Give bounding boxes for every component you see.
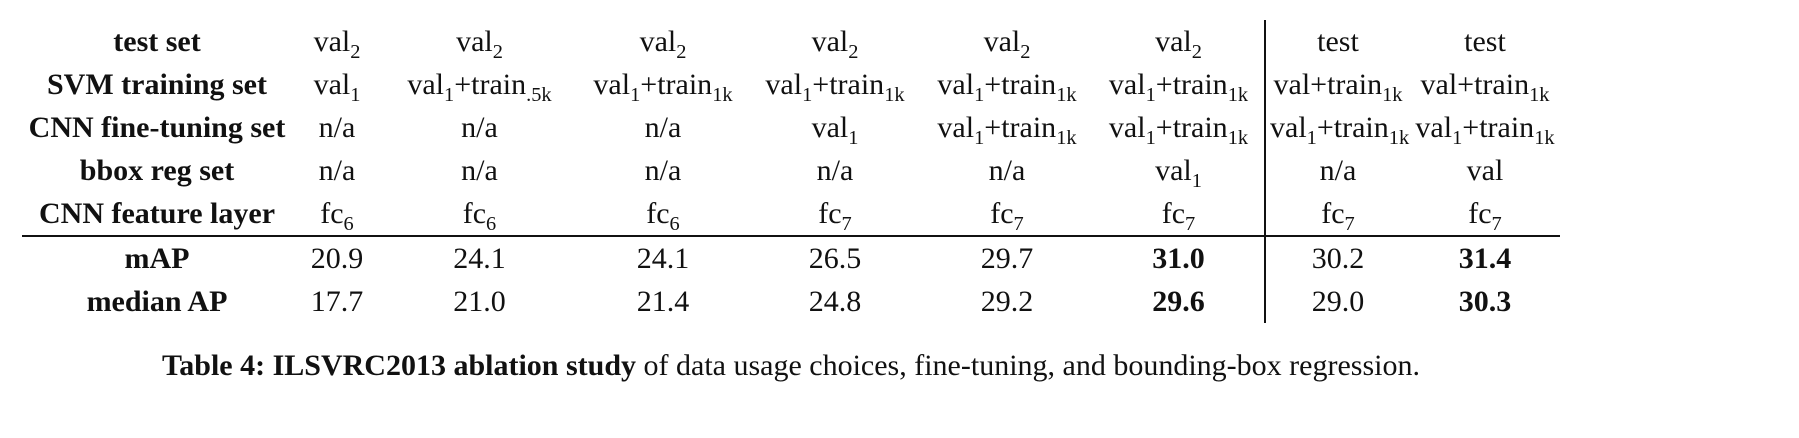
table-cell: val1+train.5k (407, 67, 552, 106)
table-cell: val1 (1155, 153, 1202, 192)
table-cell: fc7 (1264, 192, 1410, 237)
ablation-table-body: test set val2 val2 val2 val2 val2 val2 test test… (22, 20, 1560, 323)
table-cell: 21.0 (453, 284, 506, 318)
table-cell: 31.0 (1152, 241, 1205, 275)
table-cell: n/a (318, 153, 356, 187)
table-cell: n/a (461, 153, 498, 187)
table-cell: val1+train1k (1264, 106, 1410, 149)
table-cell: fc7 (921, 192, 1093, 237)
table-row: CNN feature layer fc6 fc6 fc6 fc7 fc7 fc7 fc7 fc… (22, 192, 1560, 237)
table-cell: val1 (811, 110, 859, 149)
row-label: SVM training set (47, 67, 267, 101)
table-cell: fc6 (292, 192, 382, 237)
caption-text: of data usage choices, fine-tuning, and … (636, 349, 1420, 382)
row-label: bbox reg set (79, 153, 235, 187)
ablation-table: test set val2 val2 val2 val2 val2 val2 test test… (22, 20, 1560, 323)
table-row: test set val2 val2 val2 val2 val2 val2 test test (22, 20, 1560, 63)
table-cell: val2 (456, 24, 503, 63)
table-cell: 26.5 (808, 241, 862, 275)
table-cell: val2 (639, 24, 687, 63)
table-cell: 30.2 (1264, 236, 1410, 280)
table-cell: n/a (644, 153, 682, 187)
table-cell: val2 (983, 24, 1031, 63)
table-cell: n/a (318, 110, 356, 144)
table-cell: 17.7 (310, 284, 364, 318)
table-caption: Table 4: ILSVRC2013 ablation study of da… (22, 349, 1560, 383)
table-cell: n/a (461, 110, 498, 144)
row-label: CNN feature layer (22, 192, 292, 237)
table-cell: val+train1k (1420, 67, 1550, 106)
table-row: CNN fine-tuning set n/a n/a n/a val1 val1+tra… (22, 106, 1560, 149)
table-cell: val1+train1k (1108, 67, 1249, 106)
table-cell: fc7 (749, 192, 921, 237)
table-cell: 29.2 (980, 284, 1034, 318)
table-cell: 21.4 (636, 284, 690, 318)
table-row: SVM training set val1 val1+train.5k val1+tr… (22, 63, 1560, 106)
table-row: bbox reg set n/a n/a n/a n/a n/a val1 n/a val (22, 149, 1560, 192)
table-cell: val2 (313, 24, 361, 63)
table-cell: fc7 (1410, 192, 1560, 237)
table-cell: test (1464, 24, 1506, 58)
table-cell: test (1264, 20, 1410, 63)
row-label: median AP (86, 284, 228, 318)
table-cell: n/a (988, 153, 1026, 187)
table-cell: val1+train1k (937, 110, 1077, 149)
table-cell: fc6 (382, 192, 577, 237)
table-cell: val2 (1155, 24, 1202, 63)
caption-title: Table 4: ILSVRC2013 ablation study (162, 349, 637, 382)
table-cell: val1 (313, 67, 361, 106)
table-cell: 29.7 (980, 241, 1034, 275)
table-row: median AP 17.7 21.0 21.4 24.8 29.2 29.6 29.0 30.… (22, 280, 1560, 323)
paper-table-figure: test set val2 val2 val2 val2 val2 val2 test test… (22, 20, 1560, 383)
row-label: CNN fine-tuning set (28, 110, 286, 144)
table-cell: val+train1k (1264, 63, 1410, 106)
table-cell: fc7 (1093, 192, 1265, 237)
table-cell: val2 (811, 24, 859, 63)
table-cell: 20.9 (310, 241, 364, 275)
table-cell: fc6 (577, 192, 749, 237)
row-label: test set (113, 24, 201, 58)
table-cell: 31.4 (1458, 241, 1512, 275)
table-cell: val1+train1k (1415, 110, 1555, 149)
table-cell: val1+train1k (937, 67, 1077, 106)
table-cell: 30.3 (1458, 284, 1512, 318)
table-cell: val1+train1k (765, 67, 905, 106)
table-cell: n/a (1264, 149, 1410, 192)
row-label: mAP (124, 241, 190, 275)
table-cell: 29.0 (1264, 280, 1410, 323)
table-cell: val (1466, 153, 1504, 187)
table-cell: 24.1 (453, 241, 506, 275)
table-cell: 24.1 (636, 241, 690, 275)
table-cell: 24.8 (808, 284, 862, 318)
table-cell: 29.6 (1152, 284, 1205, 318)
table-cell: val1+train1k (1108, 110, 1249, 149)
table-row: mAP 20.9 24.1 24.1 26.5 29.7 31.0 30.2 31.4 (22, 236, 1560, 280)
table-cell: n/a (816, 153, 854, 187)
table-cell: n/a (644, 110, 682, 144)
table-cell: val1+train1k (593, 67, 733, 106)
